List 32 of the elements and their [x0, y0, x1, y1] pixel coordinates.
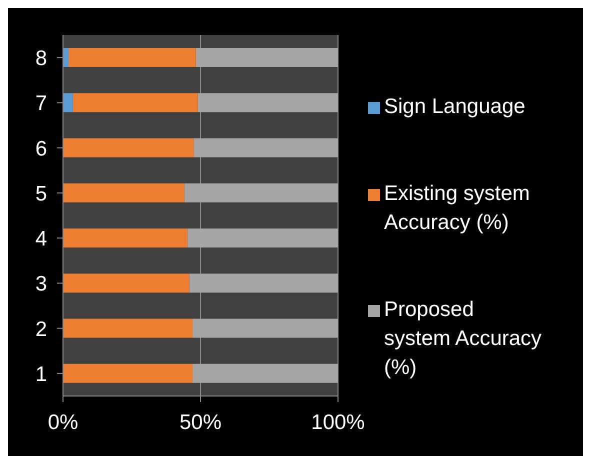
bar [63, 138, 194, 158]
bar [198, 93, 338, 112]
y-tick-label: 8 [35, 47, 47, 70]
y-tick-label: 6 [35, 137, 47, 160]
y-tick-label: 2 [35, 318, 47, 341]
y-tick-label: 3 [35, 272, 47, 296]
y-tick-label: 1 [35, 362, 47, 386]
bar [189, 274, 338, 293]
bar [63, 318, 193, 338]
bar [63, 228, 188, 248]
legend-label: Sign Language [384, 94, 526, 120]
bar [187, 228, 338, 248]
y-tick-label: 4 [35, 228, 48, 251]
bar [63, 183, 184, 202]
bar [63, 274, 190, 293]
bar [68, 48, 196, 67]
x-tick-label: 0% [48, 410, 78, 434]
bar [63, 48, 68, 67]
bar [196, 48, 338, 67]
bar [192, 364, 338, 383]
x-tick-label: 100% [311, 410, 365, 434]
bar [194, 138, 338, 158]
legend-label: Proposed system Accuracy (%) [384, 297, 543, 381]
bar [192, 318, 338, 338]
y-tick-label: 5 [35, 182, 47, 206]
bar [184, 183, 338, 202]
bar [72, 93, 198, 112]
bar [63, 93, 73, 112]
bar [63, 364, 193, 383]
y-tick-label: 7 [35, 92, 47, 116]
x-tick-label: 50% [179, 410, 222, 434]
legend-label: Existing system Accuracy (%) [384, 181, 531, 236]
